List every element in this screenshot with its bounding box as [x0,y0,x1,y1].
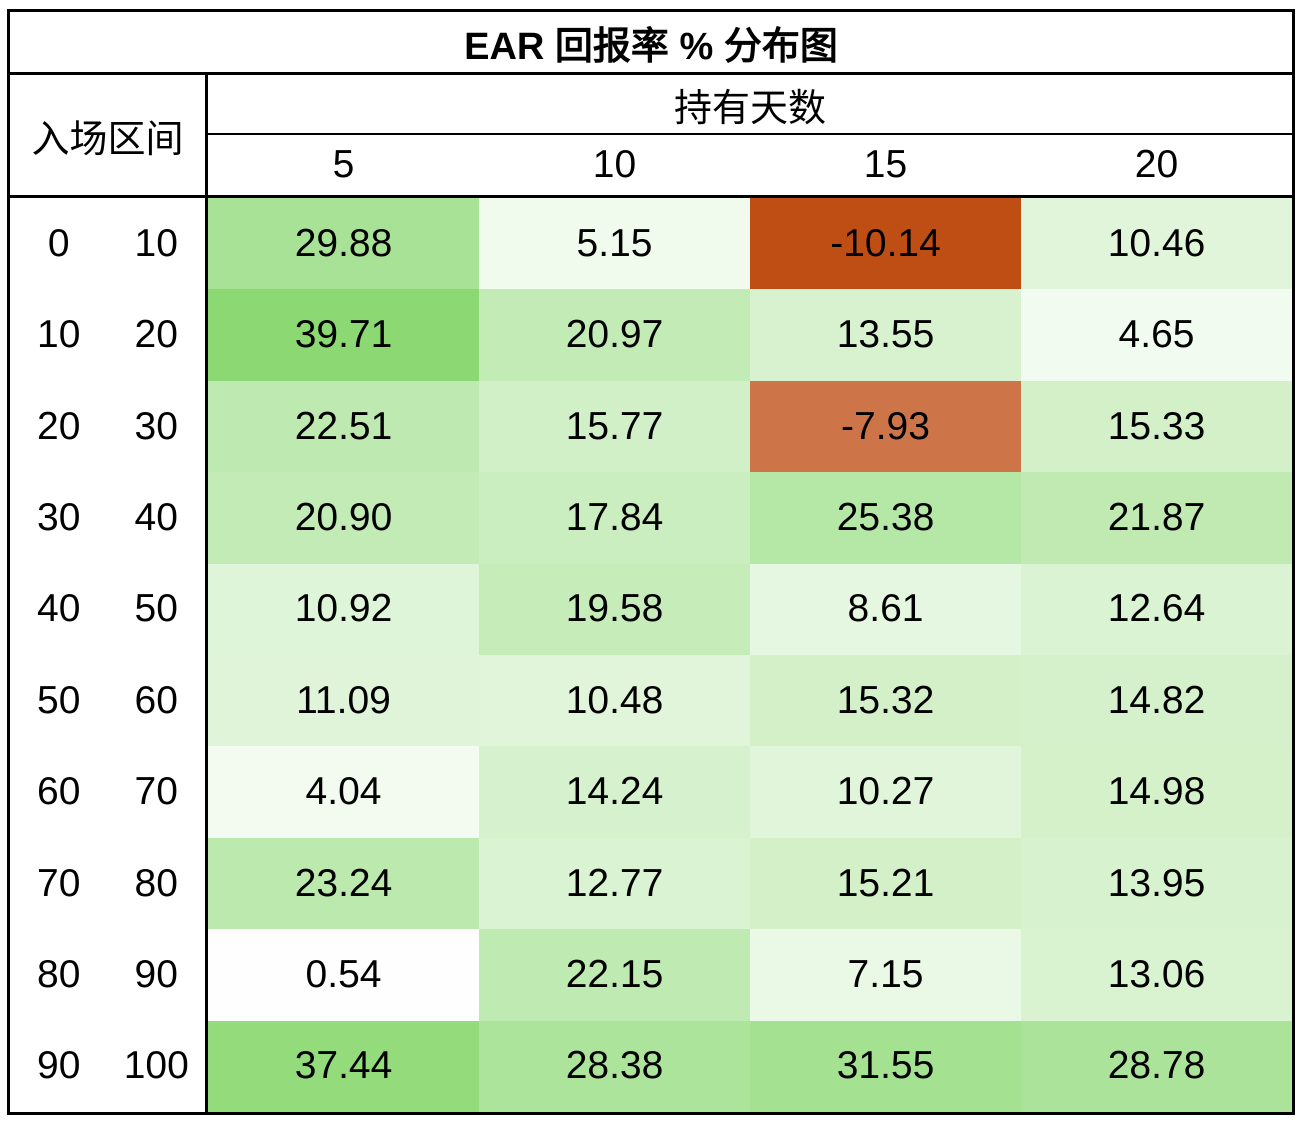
column-header: 5 [332,143,355,186]
value-cell: 11.09 [208,655,479,747]
value-cell: 37.44 [208,1020,479,1113]
value-cell: 14.24 [479,746,750,838]
table-row: 50 60 11.09 10.48 15.32 14.82 [10,655,1292,747]
value-cell: -7.93 [750,380,1021,473]
value-cell: 39.71 [208,289,479,381]
value-cell: 22.51 [208,380,479,473]
entry-range-cell: 10 20 [10,289,208,381]
entry-range-header: 入场区间 [10,75,208,195]
value-cell: 25.38 [750,472,1021,564]
entry-range-bound: 40 [134,495,178,539]
value-cell: 10.92 [208,563,479,656]
value-cell: 17.84 [479,472,750,564]
entry-range-bound: 60 [37,770,81,814]
entry-range-bound: 80 [37,952,81,996]
value-cell: 29.88 [208,198,479,290]
value-cell: 7.15 [750,929,1021,1021]
value-cell: 10.46 [1021,198,1292,290]
value-cell: 5.15 [479,198,750,290]
entry-range-bound: 70 [37,861,81,905]
value-cell: 15.32 [750,655,1021,747]
entry-range-bound: 20 [37,404,81,448]
entry-range-cell: 40 50 [10,563,208,656]
heatmap-body: 0 10 29.88 5.15 -10.14 10.46 10 20 39.71 20.97 13.… [10,198,1292,1113]
value-cell: 20.97 [479,289,750,381]
entry-range-bound: 40 [37,587,81,631]
value-cell: 14.82 [1021,655,1292,747]
value-cell: 12.77 [479,837,750,930]
entry-range-cell: 90 100 [10,1020,208,1113]
value-cell: 4.65 [1021,289,1292,381]
entry-range-bound: 10 [37,313,81,357]
value-cell: 12.64 [1021,563,1292,656]
table-row: 90 100 37.44 28.38 31.55 28.78 [10,1020,1292,1113]
entry-range-cell: 20 30 [10,380,208,473]
entry-range-bound: 30 [37,495,81,539]
entry-range-bound: 90 [134,952,178,996]
entry-range-cell: 0 10 [10,198,208,290]
entry-range-bound: 80 [134,861,178,905]
value-cell: 10.48 [479,655,750,747]
value-cell: 4.04 [208,746,479,838]
value-cell: 8.61 [750,563,1021,656]
chart-title: EAR 回报率 % 分布图 [10,12,1292,75]
table-row: 10 20 39.71 20.97 13.55 4.65 [10,289,1292,381]
entry-range-cell: 80 90 [10,929,208,1021]
holding-days-section: 持有天数 5 10 15 20 [208,75,1292,195]
value-cell: 22.15 [479,929,750,1021]
table-row: 0 10 29.88 5.15 -10.14 10.46 [10,198,1292,290]
table-row: 30 40 20.90 17.84 25.38 21.87 [10,472,1292,564]
value-cell: -10.14 [750,198,1021,290]
value-cell: 14.98 [1021,746,1292,838]
value-cell: 28.38 [479,1020,750,1113]
value-cell: 15.77 [479,380,750,473]
value-cell: 0.54 [208,929,479,1021]
column-header: 15 [863,143,908,186]
value-cell: 15.21 [750,837,1021,930]
entry-range-bound: 50 [37,678,81,722]
value-cell: 10.27 [750,746,1021,838]
table-row: 40 50 10.92 19.58 8.61 12.64 [10,563,1292,656]
value-cell: 31.55 [750,1020,1021,1113]
entry-range-bound: 70 [134,770,178,814]
entry-range-bound: 20 [134,313,178,357]
value-cell: 13.95 [1021,837,1292,930]
entry-range-bound: 10 [134,221,178,265]
table-row: 70 80 23.24 12.77 15.21 13.95 [10,837,1292,930]
value-cell: 20.90 [208,472,479,564]
value-cell: 13.06 [1021,929,1292,1021]
value-cell: 28.78 [1021,1020,1292,1113]
entry-range-cell: 30 40 [10,472,208,564]
holding-days-header: 持有天数 [208,75,1292,135]
value-cell: 15.33 [1021,380,1292,473]
header-row: 入场区间 持有天数 5 10 15 20 [10,75,1292,198]
table-row: 20 30 22.51 15.77 -7.93 15.33 [10,380,1292,473]
entry-range-bound: 0 [47,221,70,265]
entry-range-bound: 30 [134,404,178,448]
table-row: 60 70 4.04 14.24 10.27 14.98 [10,746,1292,838]
column-header: 20 [1134,143,1179,186]
value-cell: 21.87 [1021,472,1292,564]
entry-range-cell: 60 70 [10,746,208,838]
entry-range-bound: 50 [134,587,178,631]
heatmap-table: EAR 回报率 % 分布图 入场区间 持有天数 5 10 15 20 0 10 29.88… [7,9,1295,1115]
entry-range-bound: 60 [134,678,178,722]
column-header: 10 [592,143,637,186]
entry-range-bound: 90 [37,1044,81,1088]
column-headers: 5 10 15 20 [208,135,1292,195]
entry-range-bound: 100 [123,1044,189,1088]
value-cell: 13.55 [750,289,1021,381]
entry-range-cell: 50 60 [10,655,208,747]
table-row: 80 90 0.54 22.15 7.15 13.06 [10,929,1292,1021]
entry-range-cell: 70 80 [10,837,208,930]
value-cell: 19.58 [479,563,750,656]
value-cell: 23.24 [208,837,479,930]
